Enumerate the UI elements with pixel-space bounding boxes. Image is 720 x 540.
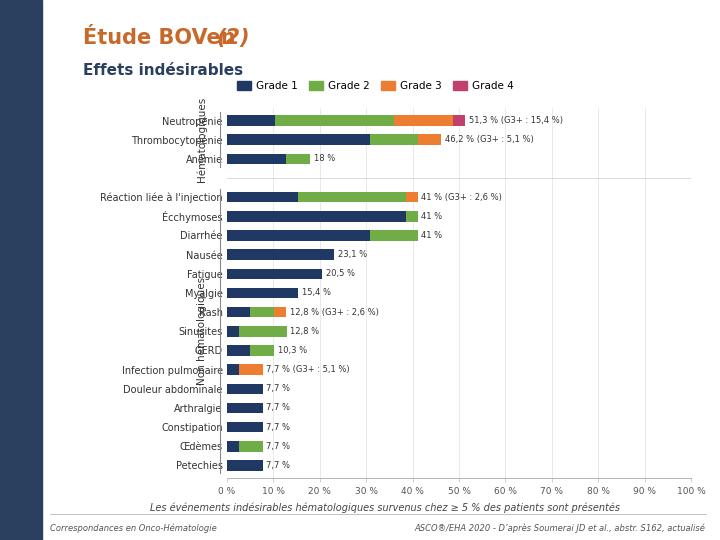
Text: Étude BOVen: Étude BOVen xyxy=(83,28,243,48)
Text: Les événements indésirables hématologiques survenus chez ≥ 5 % des patients sont: Les événements indésirables hématologiqu… xyxy=(150,502,620,513)
Bar xyxy=(227,192,298,202)
Bar xyxy=(227,383,263,394)
Bar xyxy=(227,326,239,336)
Text: Actualités dans la leucémie lymphoïde chronique: Actualités dans la leucémie lymphoïde ch… xyxy=(17,262,22,418)
Text: 18 %: 18 % xyxy=(314,154,335,163)
Text: 15,4 %: 15,4 % xyxy=(302,288,331,298)
Bar xyxy=(227,230,370,241)
Bar xyxy=(227,288,298,298)
Bar xyxy=(418,134,441,145)
Text: Correspondances en Onco-Hématologie: Correspondances en Onco-Hématologie xyxy=(50,523,217,533)
Bar xyxy=(239,326,287,336)
Bar xyxy=(227,268,322,279)
Text: 7,7 % (G3+ : 5,1 %): 7,7 % (G3+ : 5,1 %) xyxy=(266,365,350,374)
Bar xyxy=(227,364,239,375)
Text: 41 % (G3+ : 2,6 %): 41 % (G3+ : 2,6 %) xyxy=(421,193,503,201)
Bar xyxy=(251,307,274,318)
Bar xyxy=(394,115,453,126)
Legend: Grade 1, Grade 2, Grade 3, Grade 4: Grade 1, Grade 2, Grade 3, Grade 4 xyxy=(233,77,518,96)
Text: 7,7 %: 7,7 % xyxy=(266,442,290,451)
Bar xyxy=(239,364,263,375)
Bar xyxy=(239,441,263,451)
Bar xyxy=(370,230,418,241)
Bar xyxy=(453,115,465,126)
Bar xyxy=(227,115,274,126)
Bar xyxy=(227,134,370,145)
Text: 23,1 %: 23,1 % xyxy=(338,250,367,259)
Text: 10,3 %: 10,3 % xyxy=(278,346,307,355)
Bar xyxy=(274,307,287,318)
Bar xyxy=(227,403,263,413)
Bar xyxy=(227,422,263,433)
Text: 7,7 %: 7,7 % xyxy=(266,461,290,470)
Text: 7,7 %: 7,7 % xyxy=(266,403,290,413)
Text: Effets indésirables: Effets indésirables xyxy=(83,63,243,78)
Text: émission: émission xyxy=(6,187,12,223)
Text: 51,3 % (G3+ : 15,4 %): 51,3 % (G3+ : 15,4 %) xyxy=(469,116,563,125)
Bar xyxy=(287,153,310,164)
Bar xyxy=(405,192,418,202)
Bar xyxy=(227,211,405,221)
Bar xyxy=(227,345,251,356)
Bar xyxy=(251,345,274,356)
Text: 7,7 %: 7,7 % xyxy=(266,384,290,393)
Bar xyxy=(298,192,405,202)
Text: 7,7 %: 7,7 % xyxy=(266,423,290,431)
Bar xyxy=(370,134,418,145)
Text: Non hématologiques: Non hématologiques xyxy=(197,277,207,386)
Bar xyxy=(227,153,287,164)
Text: 20,5 %: 20,5 % xyxy=(325,269,355,278)
Text: 12,8 %: 12,8 % xyxy=(290,327,320,336)
Text: 41 %: 41 % xyxy=(421,231,443,240)
Text: Hématologiques: Hématologiques xyxy=(197,97,207,182)
Text: 41 %: 41 % xyxy=(421,212,443,221)
Bar xyxy=(227,460,263,471)
Bar xyxy=(227,307,251,318)
Text: 12,8 % (G3+ : 2,6 %): 12,8 % (G3+ : 2,6 %) xyxy=(290,308,379,316)
Text: ASCO®/EHA 2020 - D’après Soumerai JD et al., abstr. S162, actualisé: ASCO®/EHA 2020 - D’après Soumerai JD et … xyxy=(415,523,706,533)
Text: (2): (2) xyxy=(216,28,250,48)
Text: 46,2 % (G3+ : 5,1 %): 46,2 % (G3+ : 5,1 %) xyxy=(445,135,534,144)
Bar xyxy=(274,115,394,126)
Bar xyxy=(227,441,239,451)
Bar xyxy=(227,249,334,260)
Text: .spéciale: .spéciale xyxy=(6,227,13,259)
Bar xyxy=(405,211,418,221)
